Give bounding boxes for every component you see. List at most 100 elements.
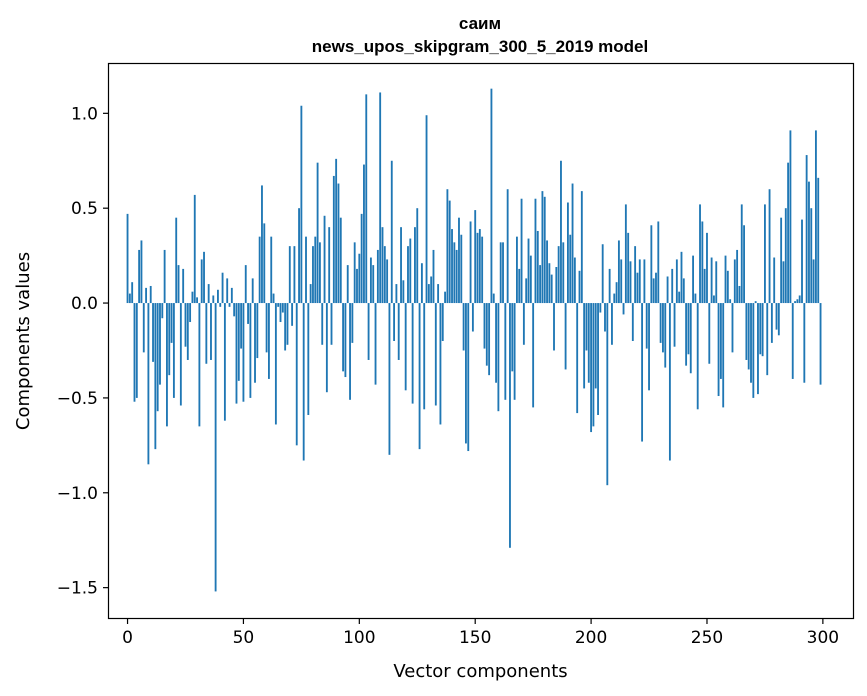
bar [427,284,430,304]
bar [752,303,755,398]
bar [214,303,217,592]
bar [622,303,625,315]
bar [590,303,593,433]
bar [356,268,358,304]
bar [587,303,590,383]
bar [803,303,806,383]
bar [256,303,259,359]
bar [432,249,435,304]
bar [439,303,442,425]
bar [423,303,426,410]
bar [645,303,648,349]
bar [655,272,657,304]
bar [738,285,741,304]
bar-series [126,88,822,592]
bar [233,303,236,317]
bar [694,293,697,304]
bar [754,301,757,304]
bar [349,303,351,400]
bar [764,204,766,304]
bar [467,303,470,452]
bar [485,303,488,366]
bar [302,303,305,461]
x-tick-label: 0 [122,628,133,648]
bar [775,303,778,330]
bar [446,189,449,304]
bar [418,303,421,450]
bar [497,303,500,412]
bar [186,303,189,360]
bar [613,293,616,304]
bar [451,229,453,304]
bar [400,227,402,304]
bar [750,303,752,383]
bar [576,303,579,414]
bar [740,204,743,304]
bar [518,268,521,304]
bar [184,303,187,347]
bar [708,303,711,364]
bar [323,215,326,304]
bar [555,267,558,304]
bar [617,240,620,304]
bar [673,303,676,347]
bar [770,303,773,343]
bar [367,303,370,360]
bar [662,303,664,353]
bar [657,221,660,304]
bar [328,227,331,304]
bar [465,303,467,444]
bar [780,217,783,304]
bar [733,259,736,304]
bar [156,303,159,412]
bar [388,303,391,455]
bar [597,303,599,415]
bar [133,303,136,402]
bar [376,249,379,304]
bar [414,227,416,304]
bar [615,282,618,304]
bar [594,303,597,389]
bar [668,303,671,461]
bar [161,303,164,319]
bar [217,289,219,304]
bar [244,265,247,304]
bar [604,303,606,332]
bar [814,130,817,304]
bar [242,303,245,402]
bar [170,303,173,343]
bar [474,210,477,304]
bar [726,270,729,304]
bar [648,303,650,391]
bar [212,295,215,304]
bar [511,303,514,372]
bar [221,272,224,304]
bar [509,303,511,548]
bar [476,232,479,304]
bar [149,285,152,304]
bar [307,303,310,415]
bar [812,259,815,304]
bar [664,303,667,368]
x-tick-label: 150 [459,628,491,648]
bar [759,303,762,355]
y-axis-ticks: −1.5 −1.0 −0.5 0.0 0.5 1.0 [57,104,109,599]
bar [325,303,328,393]
bar [492,293,495,304]
bar [488,303,491,376]
x-tick-label: 100 [343,628,375,648]
bar [360,213,363,304]
bar [293,246,296,304]
y-tick-label: 0.5 [71,199,98,219]
bar [534,198,537,304]
bar [228,303,231,307]
bar [395,284,398,304]
bar [314,236,317,304]
bar [441,303,444,341]
bar [666,276,669,304]
bar [536,230,539,304]
bar [650,225,653,304]
bar [599,303,602,313]
bar [620,259,623,304]
bar [448,200,451,304]
